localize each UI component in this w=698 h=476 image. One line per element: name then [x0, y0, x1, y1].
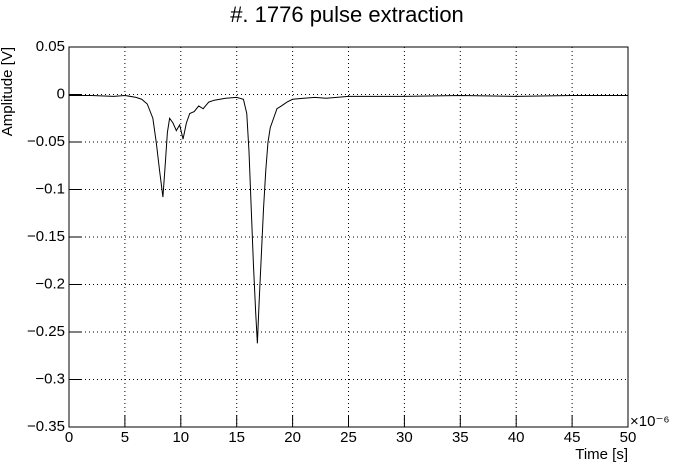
- y-axis-label: Amplitude [V]: [0, 47, 16, 136]
- y-tick-label: −0.25: [27, 323, 65, 340]
- chart-title: #. 1776 pulse extraction: [230, 2, 464, 27]
- x-tick-label: 30: [396, 429, 413, 446]
- y-tick-label: −0.2: [35, 275, 65, 292]
- waveform: [69, 94, 628, 344]
- x-tick-label: 5: [121, 429, 129, 446]
- x-axis-label: Time [s]: [575, 446, 628, 463]
- x-tick-label: 25: [340, 429, 357, 446]
- x-exponent: ×10⁻⁶: [630, 413, 670, 430]
- y-tick-label: −0.05: [27, 133, 65, 150]
- y-tick-label: −0.3: [35, 370, 65, 387]
- y-tick-label: 0: [57, 85, 65, 102]
- x-tick-label: 15: [228, 429, 245, 446]
- x-tick-label: 40: [508, 429, 525, 446]
- x-tick-label: 10: [172, 429, 189, 446]
- x-tick-label: 20: [284, 429, 301, 446]
- x-tick-label: 35: [452, 429, 469, 446]
- plot-frame: [68, 46, 629, 428]
- y-tick-label: −0.35: [27, 418, 65, 435]
- x-tick-label: 50: [620, 429, 637, 446]
- y-tick-label: 0.05: [36, 38, 65, 55]
- x-tick-label: 0: [65, 429, 73, 446]
- x-tick-label: 45: [564, 429, 581, 446]
- y-tick-label: −0.15: [27, 228, 65, 245]
- y-tick-label: −0.1: [35, 180, 65, 197]
